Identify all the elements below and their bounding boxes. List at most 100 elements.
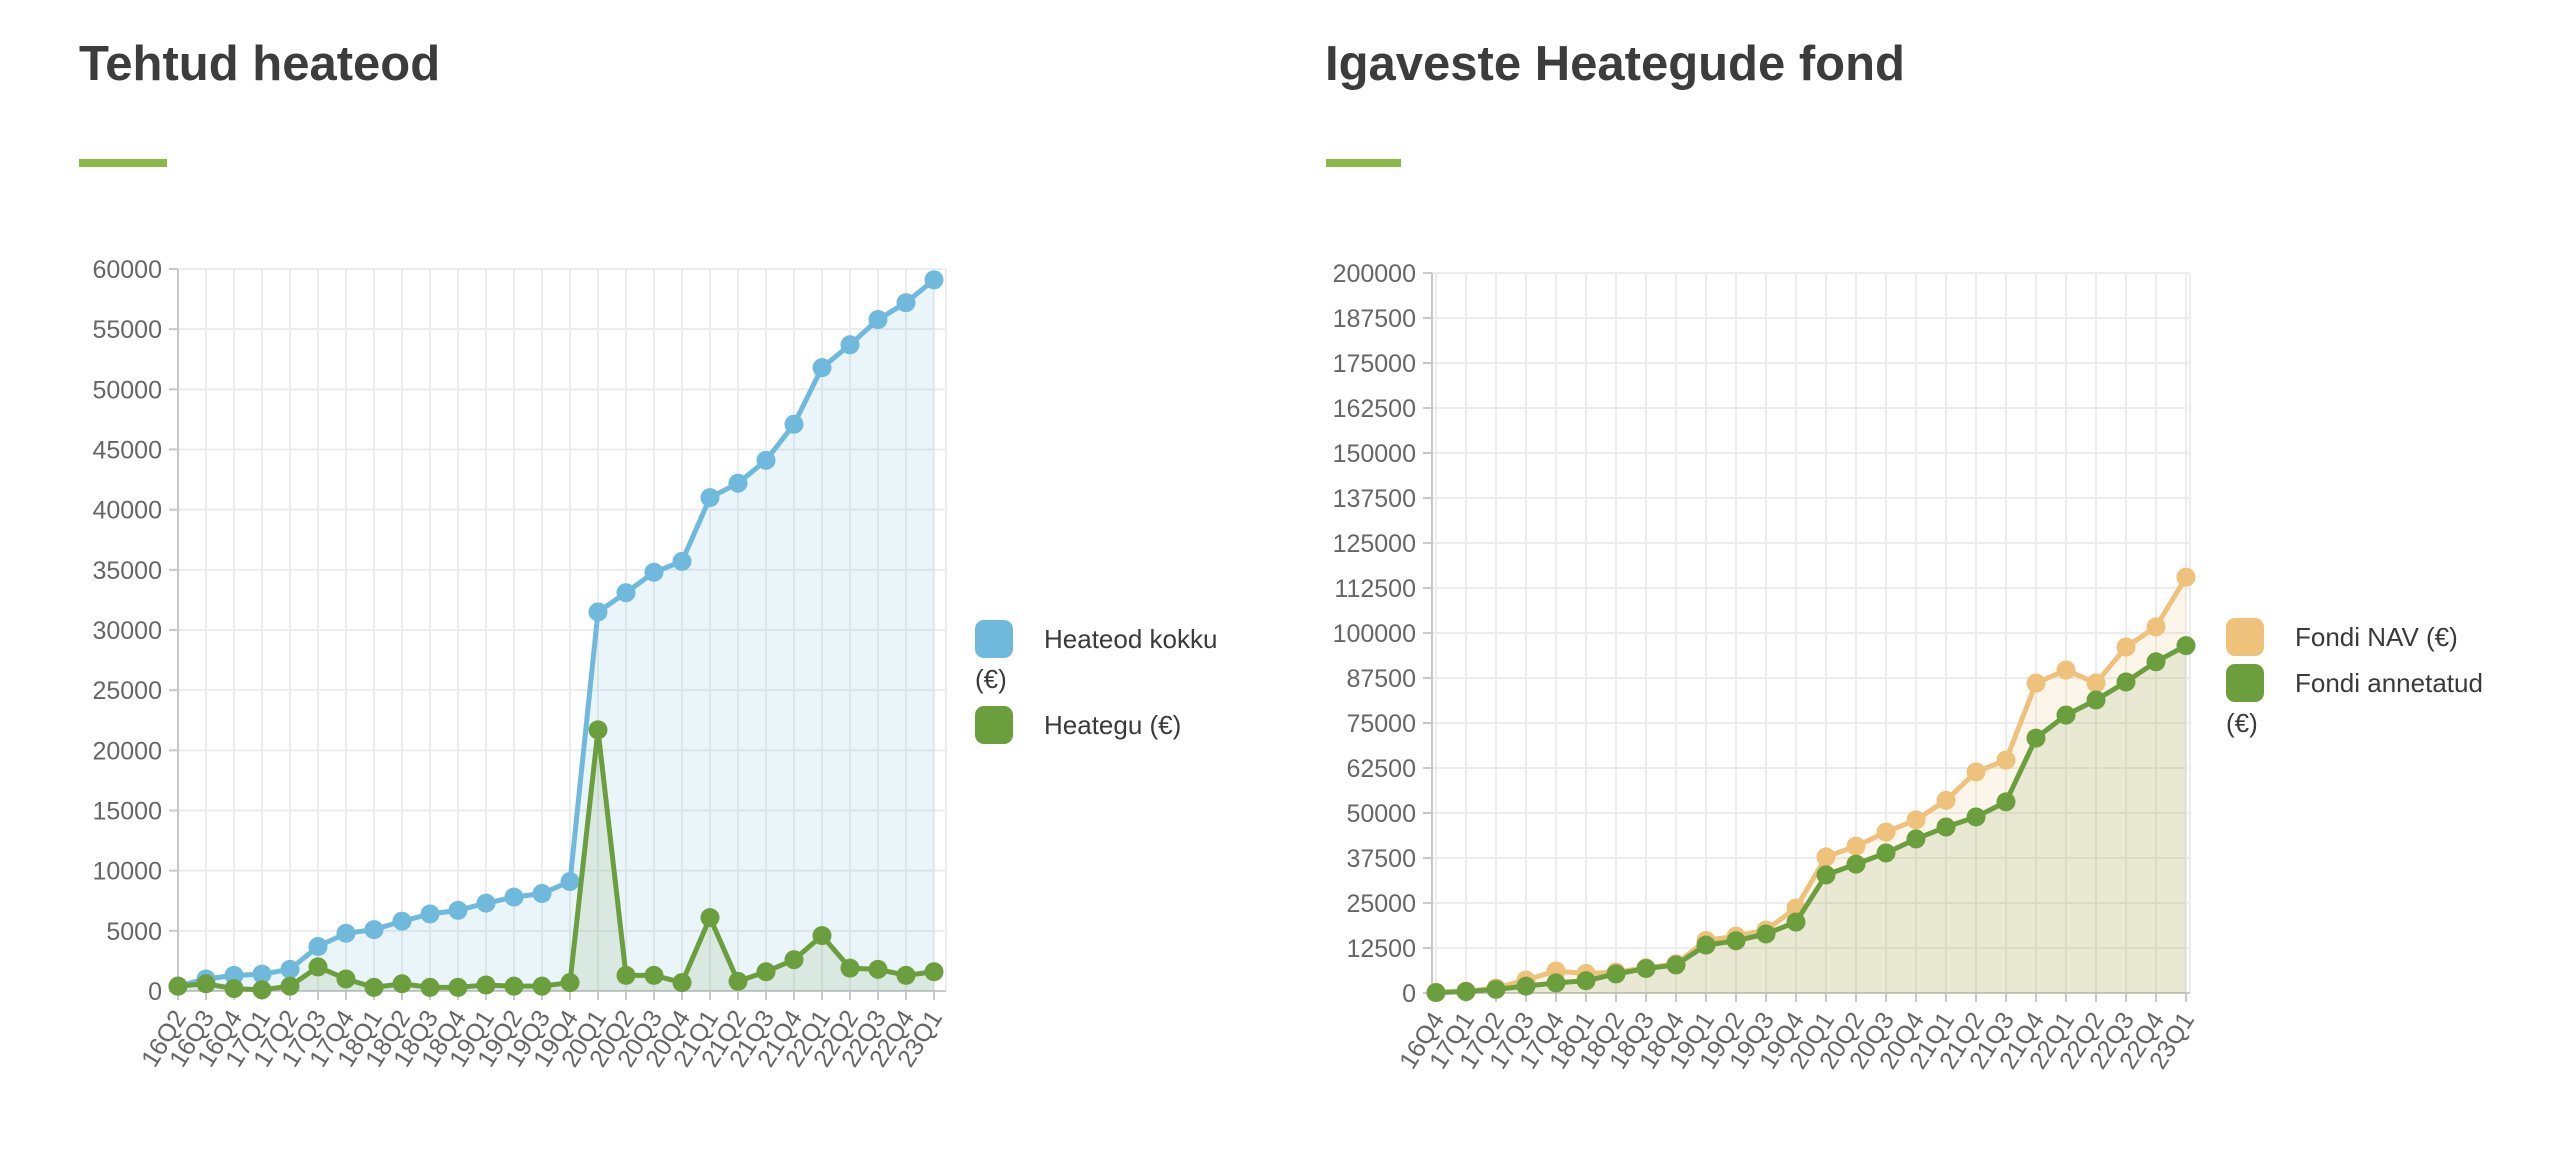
data-point[interactable] — [252, 964, 272, 984]
legend-item-heategu[interactable]: Heategu (€) — [975, 704, 1237, 745]
data-point[interactable] — [1996, 750, 2016, 770]
data-point[interactable] — [560, 973, 580, 993]
data-point[interactable] — [196, 974, 216, 994]
data-point[interactable] — [252, 980, 272, 1000]
data-point[interactable] — [784, 950, 804, 970]
data-point[interactable] — [588, 720, 608, 740]
data-point[interactable] — [1516, 976, 1536, 996]
data-point[interactable] — [1426, 983, 1446, 1003]
data-point[interactable] — [1906, 810, 1926, 830]
data-point[interactable] — [840, 958, 860, 978]
data-point[interactable] — [1726, 931, 1746, 951]
data-point[interactable] — [1966, 762, 1986, 782]
data-point[interactable] — [1786, 912, 1806, 932]
data-point[interactable] — [812, 926, 832, 946]
data-point[interactable] — [616, 583, 636, 603]
data-point[interactable] — [1696, 935, 1716, 955]
data-point[interactable] — [168, 976, 188, 996]
data-point[interactable] — [1546, 973, 1566, 993]
data-point[interactable] — [280, 976, 300, 996]
data-point[interactable] — [504, 887, 524, 907]
data-point[interactable] — [924, 270, 944, 290]
legend-swatch-heategu[interactable] — [975, 706, 1013, 745]
data-point[interactable] — [896, 293, 916, 313]
data-point[interactable] — [1966, 807, 1986, 827]
data-point[interactable] — [224, 965, 244, 985]
data-point[interactable] — [1906, 829, 1926, 849]
data-point[interactable] — [756, 962, 776, 982]
data-point[interactable] — [840, 335, 860, 355]
data-point[interactable] — [868, 310, 888, 330]
data-point[interactable] — [308, 957, 328, 977]
data-point[interactable] — [756, 450, 776, 470]
data-point[interactable] — [392, 974, 412, 994]
legend-item-fondi-nav[interactable]: Fondi NAV (€) — [2226, 616, 2488, 657]
data-point[interactable] — [1996, 792, 2016, 812]
data-point[interactable] — [2026, 728, 2046, 748]
data-point[interactable] — [1936, 817, 1956, 837]
data-point[interactable] — [2176, 636, 2196, 656]
data-point[interactable] — [868, 959, 888, 979]
data-point[interactable] — [420, 977, 440, 997]
data-point[interactable] — [560, 871, 580, 891]
data-point[interactable] — [364, 977, 384, 997]
data-point[interactable] — [2176, 567, 2196, 587]
data-point[interactable] — [1456, 982, 1476, 1002]
data-point[interactable] — [1576, 971, 1596, 991]
data-point[interactable] — [616, 965, 636, 985]
data-point[interactable] — [700, 908, 720, 928]
data-point[interactable] — [2116, 637, 2136, 657]
data-point[interactable] — [672, 551, 692, 571]
data-point[interactable] — [728, 473, 748, 493]
data-point[interactable] — [280, 959, 300, 979]
data-point[interactable] — [728, 971, 748, 991]
data-point[interactable] — [532, 976, 552, 996]
data-point[interactable] — [2026, 673, 2046, 693]
data-point[interactable] — [1636, 959, 1656, 979]
data-point[interactable] — [2086, 690, 2106, 710]
data-point[interactable] — [448, 900, 468, 920]
data-point[interactable] — [2116, 672, 2136, 692]
data-point[interactable] — [896, 965, 916, 985]
data-point[interactable] — [448, 977, 468, 997]
data-point[interactable] — [308, 936, 328, 956]
data-point[interactable] — [812, 358, 832, 378]
data-point[interactable] — [1876, 822, 1896, 842]
data-point[interactable] — [1816, 865, 1836, 885]
data-point[interactable] — [336, 969, 356, 989]
data-point[interactable] — [364, 920, 384, 940]
data-point[interactable] — [588, 602, 608, 622]
data-point[interactable] — [644, 562, 664, 582]
data-point[interactable] — [672, 973, 692, 993]
data-point[interactable] — [504, 976, 524, 996]
data-point[interactable] — [1666, 955, 1686, 975]
data-point[interactable] — [1606, 964, 1626, 984]
legend-swatch-fondi-annetatud[interactable] — [2226, 664, 2264, 703]
data-point[interactable] — [2086, 673, 2106, 693]
data-point[interactable] — [1936, 790, 1956, 810]
data-point[interactable] — [700, 488, 720, 508]
data-point[interactable] — [392, 911, 412, 931]
data-point[interactable] — [532, 884, 552, 904]
data-point[interactable] — [1846, 836, 1866, 856]
data-point[interactable] — [2056, 705, 2076, 725]
legend-item-fondi-annetatud[interactable]: Fondi annetatud (€) — [2226, 662, 2488, 742]
data-point[interactable] — [1486, 979, 1506, 999]
data-point[interactable] — [476, 893, 496, 913]
data-point[interactable] — [2146, 617, 2166, 637]
data-point[interactable] — [2146, 652, 2166, 672]
legend-item-heateod-kokku[interactable]: Heateod kokku (€) — [975, 618, 1237, 698]
data-point[interactable] — [420, 904, 440, 924]
data-point[interactable] — [2056, 660, 2076, 680]
legend-swatch-heateod-kokku[interactable] — [975, 620, 1013, 659]
data-point[interactable] — [224, 979, 244, 999]
data-point[interactable] — [1876, 843, 1896, 863]
data-point[interactable] — [476, 975, 496, 995]
data-point[interactable] — [1846, 854, 1866, 874]
data-point[interactable] — [336, 923, 356, 943]
data-point[interactable] — [1816, 847, 1836, 867]
data-point[interactable] — [784, 414, 804, 434]
data-point[interactable] — [644, 965, 664, 985]
data-point[interactable] — [924, 962, 944, 982]
